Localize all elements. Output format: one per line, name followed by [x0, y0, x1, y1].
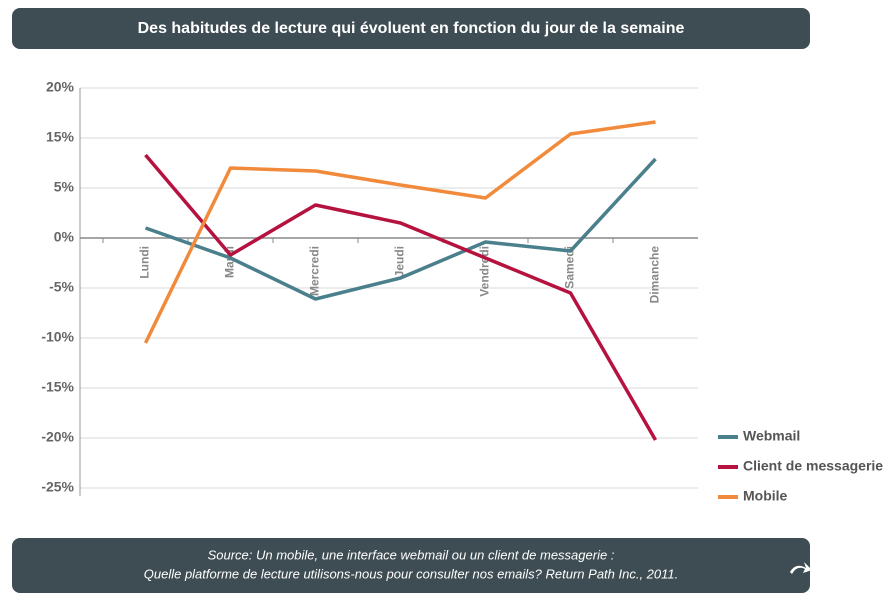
y-tick-label: -5% — [49, 279, 74, 295]
series-line — [144, 157, 657, 301]
legend-label: Client de messagerie — [743, 458, 883, 474]
x-tick-label: Jeudi — [393, 246, 407, 277]
back-icon[interactable] — [790, 562, 812, 574]
y-tick-label: -25% — [41, 479, 74, 495]
legend-label: Mobile — [743, 488, 788, 504]
y-tick-label: -10% — [41, 329, 74, 345]
source-bar — [12, 538, 810, 593]
source-line: Quelle platforme de lecture utilisons-no… — [144, 566, 679, 581]
y-tick-label: 20% — [46, 79, 75, 95]
y-tick-label: 5% — [54, 179, 75, 195]
x-tick-label: Samedi — [563, 246, 577, 289]
y-tick-label: 15% — [46, 129, 75, 145]
x-tick-label: Lundi — [138, 246, 152, 279]
y-tick-label: -15% — [41, 379, 74, 395]
x-tick-label: Vendredi — [478, 246, 492, 297]
chart-title: Des habitudes de lecture qui évoluent en… — [138, 20, 685, 37]
series-line — [143, 120, 656, 344]
legend-label: Webmail — [743, 428, 800, 444]
x-tick-label: Mercredi — [308, 246, 322, 296]
y-tick-label: 0% — [54, 229, 75, 245]
title-bar — [12, 8, 810, 49]
y-tick-label: -20% — [41, 429, 74, 445]
x-tick-label: Dimanche — [648, 246, 662, 304]
source-line: Source: Un mobile, une interface webmail… — [208, 547, 615, 562]
series-line — [144, 153, 658, 441]
